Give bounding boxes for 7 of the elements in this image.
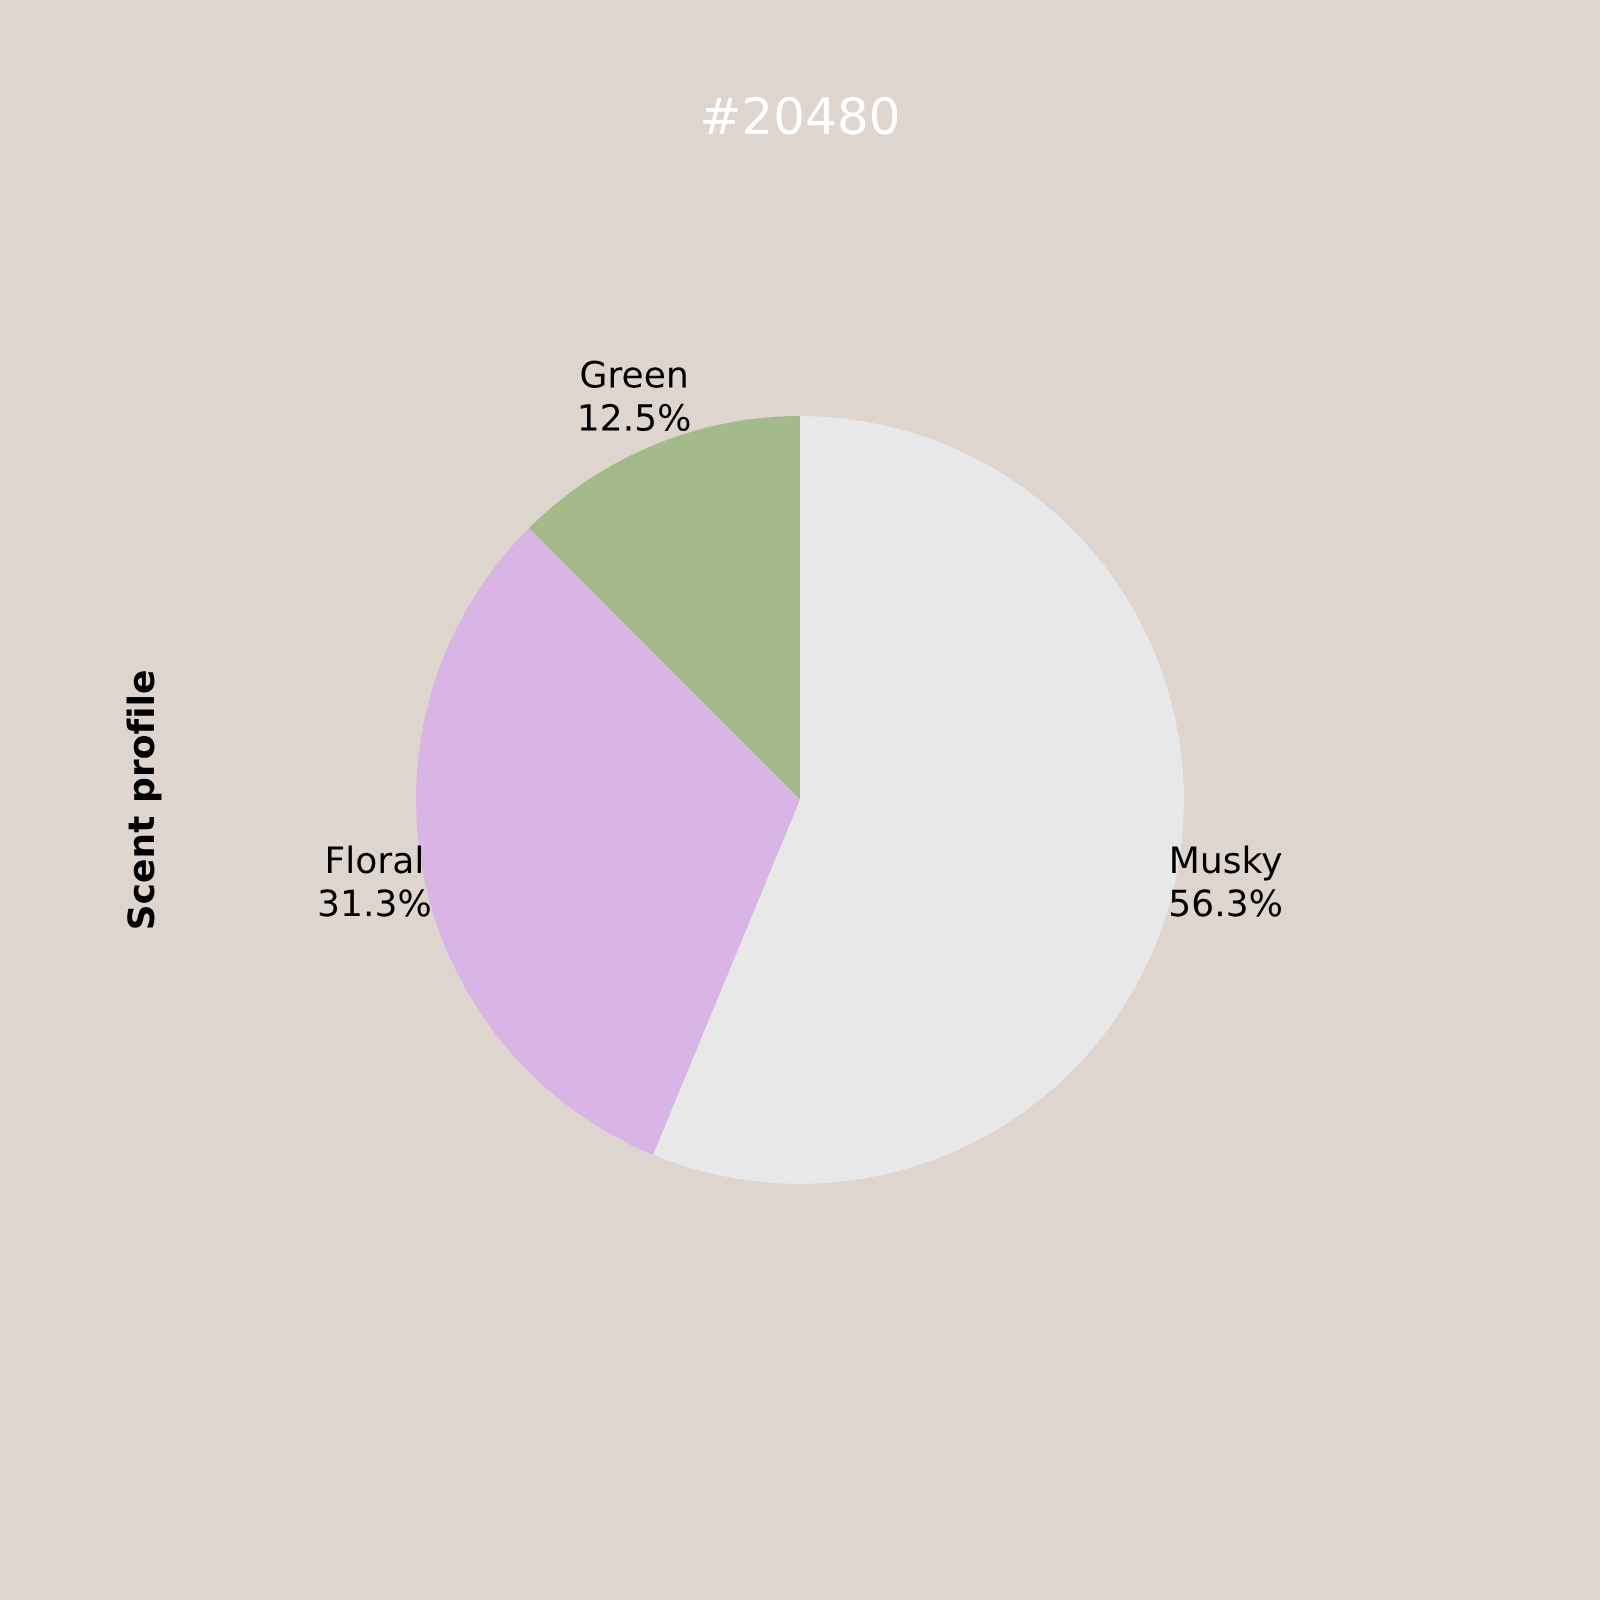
slice-label: Green <box>581 360 686 388</box>
data-label: 12.5% <box>580 403 690 432</box>
data-label: 56.3% <box>1171 889 1281 917</box>
data-label: 31.3% <box>319 889 430 917</box>
slice-label: Floral <box>327 845 421 874</box>
slice-label: Musky <box>1172 845 1282 881</box>
text: Scent profile <box>126 671 162 928</box>
